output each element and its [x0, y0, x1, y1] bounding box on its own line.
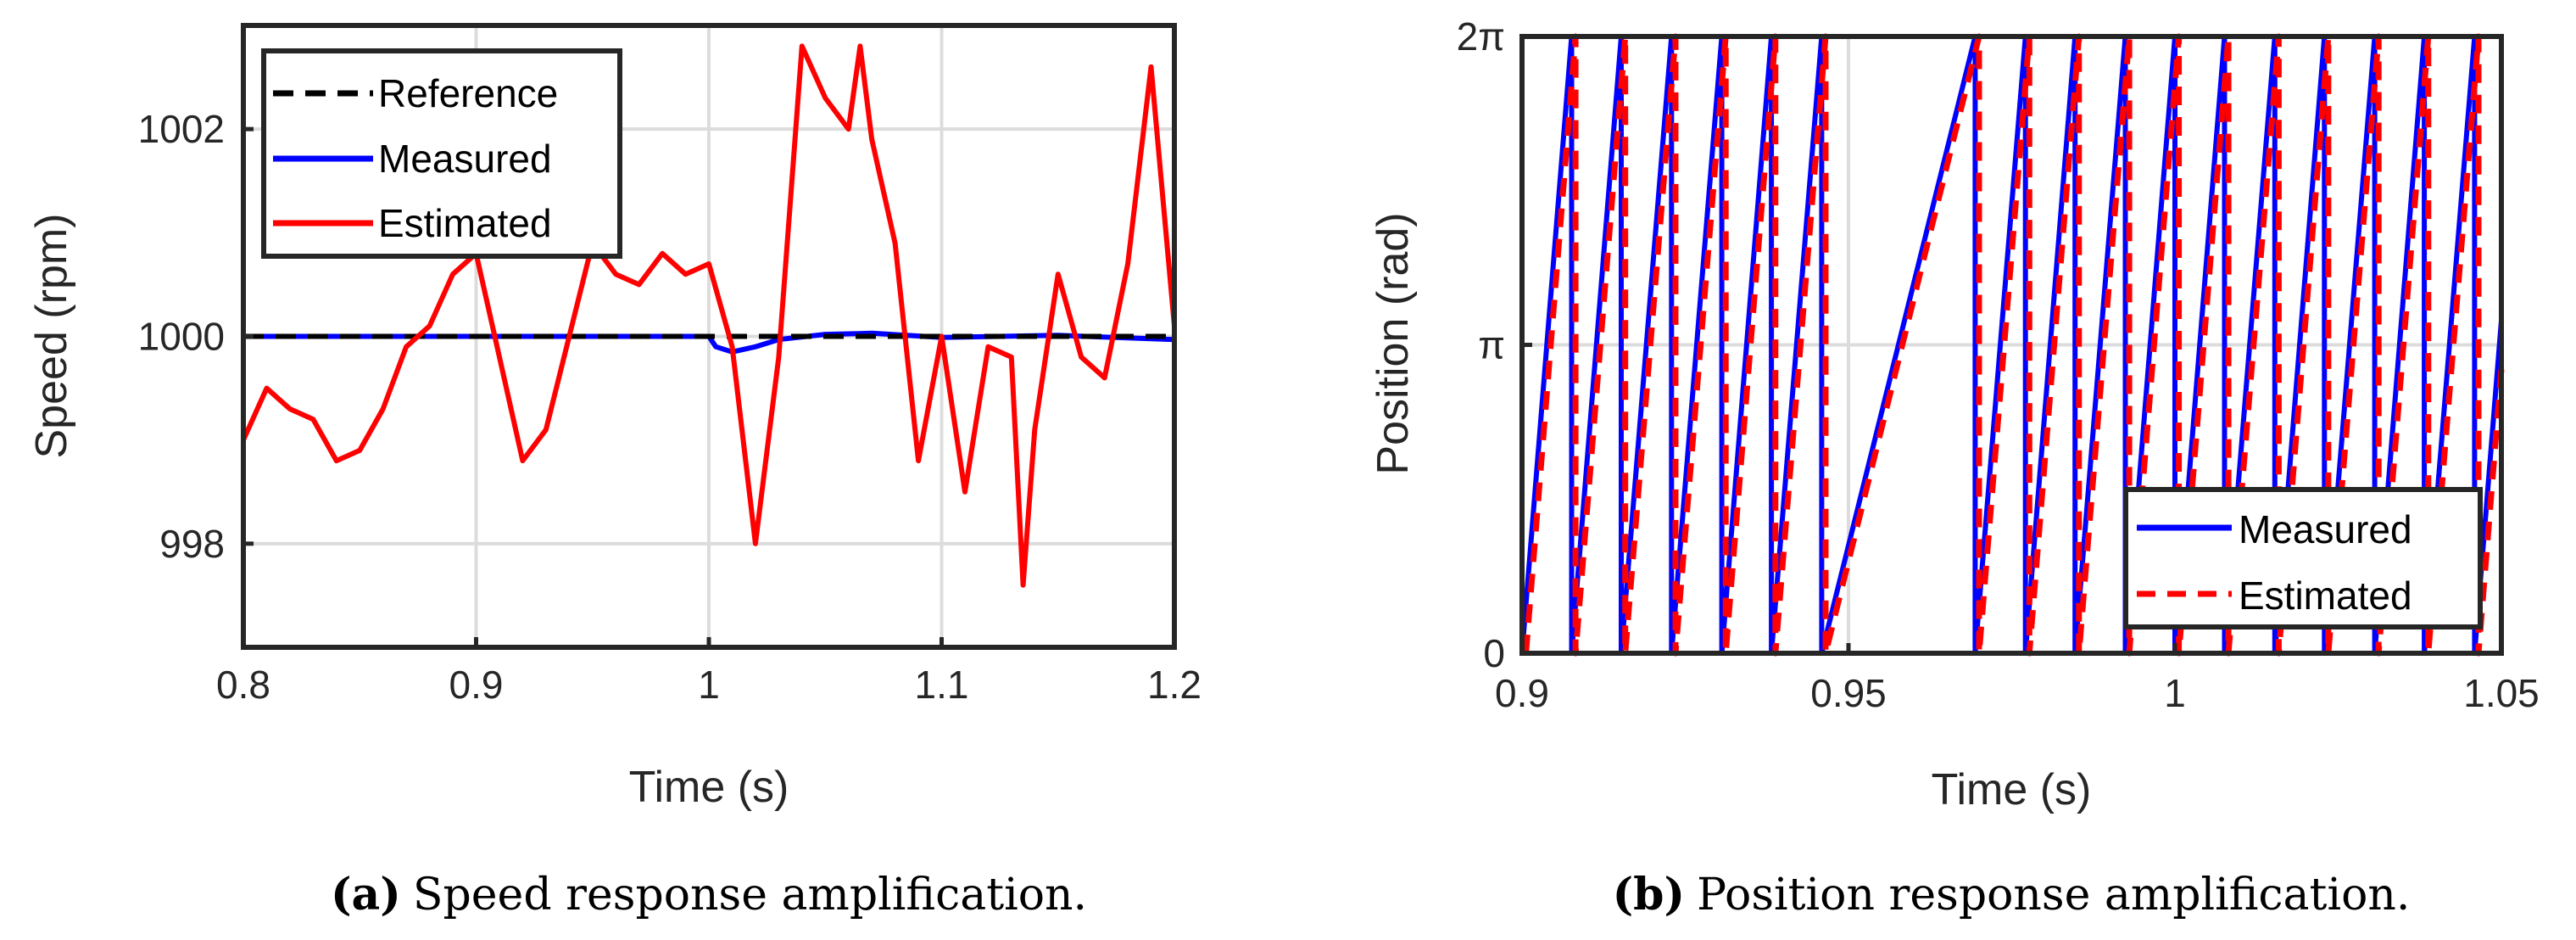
y-tick-label: 998 [159, 522, 225, 566]
legend-measured-label: Measured [2239, 507, 2412, 551]
caption-a-tag: (a) [331, 869, 401, 920]
position-y-axis-label: Position (rad) [1369, 212, 1418, 474]
series-estimated-line [1523, 33, 2505, 657]
x-tick-label: 0.9 [1495, 671, 1549, 715]
position-ticks: 0.9 0.95 1 1.05 0 π 2π [1457, 14, 2540, 715]
position-chart: 0.9 0.95 1 1.05 0 π 2π Time (s) Position (rad)… [1369, 14, 2540, 814]
series-estimated-line [241, 43, 1177, 588]
x-tick-label: 0.8 [216, 663, 270, 707]
x-tick-label: 0.9 [449, 663, 504, 707]
y-tick-label: 1002 [138, 107, 225, 151]
position-legend-box [2123, 487, 2483, 629]
speed-legend: Reference Measured Estimated [261, 48, 622, 259]
caption-b-text: Position response amplification. [1697, 870, 2410, 920]
position-lines [1519, 33, 2505, 657]
position-legend: Measured Estimated [2123, 487, 2483, 629]
y-tick-label: 1000 [138, 315, 225, 359]
x-tick-label: 1.1 [915, 663, 969, 707]
caption-b-tag: (b) [1613, 869, 1686, 920]
y-tick-label: π [1478, 323, 1505, 367]
legend-estimated-label: Estimated [2239, 574, 2412, 618]
speed-x-axis-label: Time (s) [629, 763, 789, 812]
x-tick-label: 1.05 [2463, 671, 2540, 715]
x-tick-label: 1 [698, 663, 720, 707]
speed-ticks: 0.8 0.9 1 1.1 1.2 998 1000 1002 [138, 107, 1202, 707]
y-tick-label: 0 [1483, 631, 1505, 675]
caption-a: (a) Speed response amplification. [331, 869, 1087, 920]
legend-estimated-label: Estimated [378, 201, 552, 245]
series-measured-line [1519, 34, 2504, 656]
caption-a-text: Speed response amplification. [413, 870, 1087, 920]
speed-y-axis-label: Speed (rpm) [27, 214, 76, 459]
x-tick-label: 1.2 [1147, 663, 1202, 707]
speed-chart: 0.8 0.9 1 1.1 1.2 998 1000 1002 Time (s) Speed … [27, 23, 1202, 812]
legend-measured-label: Measured [378, 137, 552, 181]
caption-b: (b) Position response amplification. [1613, 869, 2411, 920]
x-tick-label: 1 [2164, 671, 2186, 715]
y-tick-label: 2π [1457, 14, 1505, 59]
speed-lines [241, 43, 1177, 588]
position-x-axis-label: Time (s) [1932, 765, 2092, 814]
legend-reference-label: Reference [378, 71, 558, 115]
x-tick-label: 0.95 [1810, 671, 1887, 715]
